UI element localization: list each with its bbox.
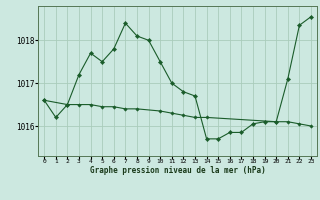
X-axis label: Graphe pression niveau de la mer (hPa): Graphe pression niveau de la mer (hPa) <box>90 166 266 175</box>
